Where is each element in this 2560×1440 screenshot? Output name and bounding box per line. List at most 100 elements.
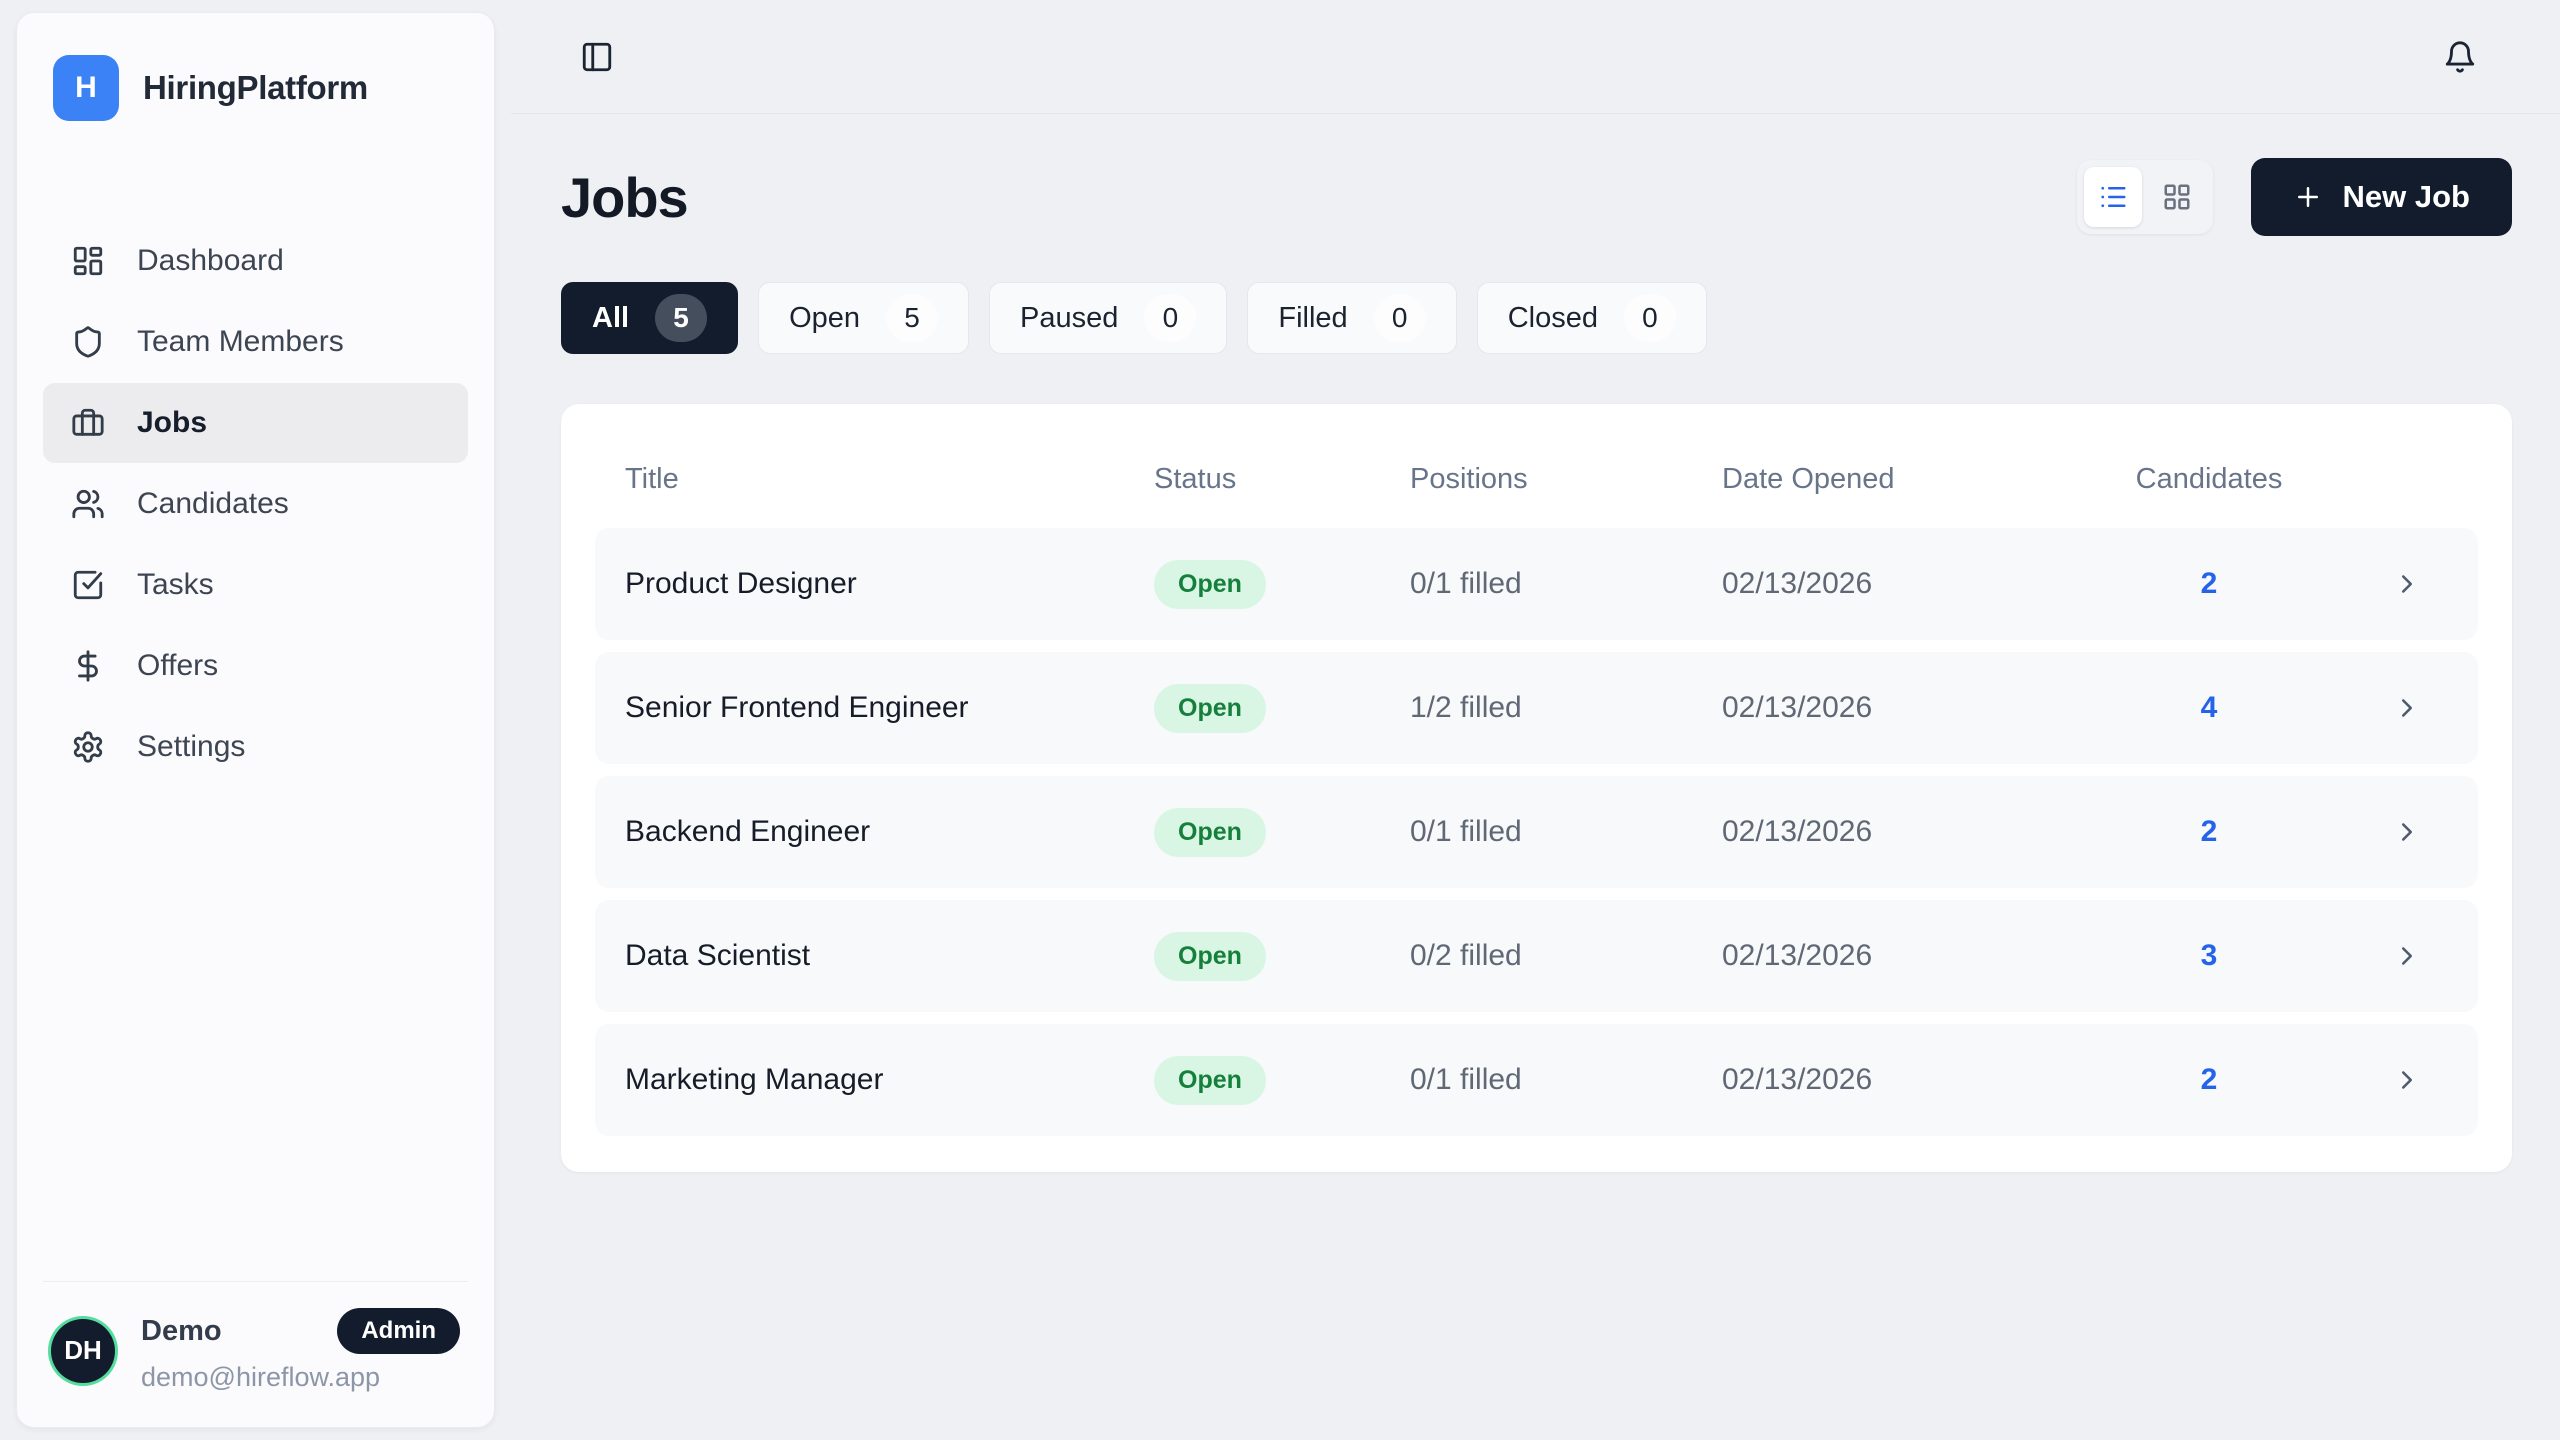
sidebar: H HiringPlatform Dashboard Team Members … xyxy=(16,12,495,1428)
positions-filled: 1/2 filled xyxy=(1410,691,1522,724)
chevron-right-icon xyxy=(2392,569,2422,599)
notifications-button[interactable] xyxy=(2434,31,2486,83)
filter-tab-count: 0 xyxy=(1623,294,1676,342)
filter-tab-label: Closed xyxy=(1507,301,1598,334)
list-view-button[interactable] xyxy=(2083,167,2142,227)
new-job-label: New Job xyxy=(2342,179,2470,214)
head-actions: New Job xyxy=(2076,158,2512,236)
table-row[interactable]: Product Designer Open 0/1 filled 02/13/2… xyxy=(595,528,2478,640)
shield-icon xyxy=(71,325,105,359)
chevron-right-icon xyxy=(2392,693,2422,723)
filter-tab-label: Open xyxy=(789,301,861,334)
gear-icon xyxy=(71,730,105,764)
sidebar-footer: DH Demo Admin demo@hireflow.app xyxy=(43,1281,468,1393)
column-header-title: Title xyxy=(625,462,679,495)
candidates-count-link[interactable]: 2 xyxy=(2200,815,2218,848)
job-title: Backend Engineer xyxy=(625,815,871,848)
new-job-button[interactable]: New Job xyxy=(2250,158,2512,236)
sidebar-toggle-button[interactable] xyxy=(571,31,623,83)
positions-filled: 0/2 filled xyxy=(1410,939,1522,972)
column-header-date-opened: Date Opened xyxy=(1722,462,1895,495)
chevron-right-icon xyxy=(2392,941,2422,971)
chevron-right-icon xyxy=(2392,1065,2422,1095)
sidebar-item-settings[interactable]: Settings xyxy=(43,707,468,787)
date-opened: 02/13/2026 xyxy=(1722,1063,1873,1096)
filter-tab-filled[interactable]: Filled 0 xyxy=(1247,282,1457,354)
filter-tab-open[interactable]: Open 5 xyxy=(758,282,970,354)
positions-filled: 0/1 filled xyxy=(1410,567,1522,600)
job-title: Data Scientist xyxy=(625,939,811,972)
date-opened: 02/13/2026 xyxy=(1722,939,1873,972)
status-badge: Open xyxy=(1154,807,1266,857)
table-header-row: Title Status Positions Date Opened Candi… xyxy=(595,438,2478,520)
briefcase-icon xyxy=(71,406,105,440)
sidebar-item-label: Tasks xyxy=(137,568,214,601)
sidebar-item-team-members[interactable]: Team Members xyxy=(43,302,468,382)
date-opened: 02/13/2026 xyxy=(1722,815,1873,848)
status-badge: Open xyxy=(1154,683,1266,733)
filter-tab-count: 0 xyxy=(1373,294,1426,342)
users-icon xyxy=(71,487,105,521)
candidates-count-link[interactable]: 2 xyxy=(2200,567,2218,600)
column-header-candidates: Candidates xyxy=(2135,462,2283,495)
filter-tab-label: Paused xyxy=(1020,301,1119,334)
topbar xyxy=(511,0,2560,114)
column-header-status: Status xyxy=(1154,462,1237,495)
table-body: Product Designer Open 0/1 filled 02/13/2… xyxy=(595,528,2478,1136)
panel-left-icon xyxy=(580,40,614,74)
sidebar-item-label: Offers xyxy=(137,649,219,682)
filter-tab-all[interactable]: All 5 xyxy=(561,282,739,354)
user-name: Demo xyxy=(141,1314,222,1347)
brand-logo: H xyxy=(53,55,119,121)
page-head: Jobs New Job xyxy=(561,158,2512,236)
chevron-right-icon xyxy=(2392,817,2422,847)
jobs-table-card: Title Status Positions Date Opened Candi… xyxy=(561,404,2512,1172)
content: Jobs New Job All xyxy=(511,114,2560,1440)
sidebar-item-tasks[interactable]: Tasks xyxy=(43,545,468,625)
sidebar-item-label: Dashboard xyxy=(137,244,284,277)
sidebar-item-label: Settings xyxy=(137,730,246,763)
status-badge: Open xyxy=(1154,1055,1266,1105)
candidates-count-link[interactable]: 4 xyxy=(2200,691,2218,724)
table-row[interactable]: Backend Engineer Open 0/1 filled 02/13/2… xyxy=(595,776,2478,888)
grid-view-button[interactable] xyxy=(2148,167,2206,227)
main-area: Jobs New Job All xyxy=(511,0,2560,1440)
avatar[interactable]: DH xyxy=(51,1318,115,1383)
user-info: Demo Admin demo@hireflow.app xyxy=(141,1308,460,1393)
candidates-count-link[interactable]: 2 xyxy=(2200,1063,2218,1096)
filter-tab-label: Filled xyxy=(1278,301,1348,334)
table-row[interactable]: Marketing Manager Open 0/1 filled 02/13/… xyxy=(595,1024,2478,1136)
brand-name: HiringPlatform xyxy=(143,69,368,106)
job-title: Product Designer xyxy=(625,567,857,600)
table-row[interactable]: Data Scientist Open 0/2 filled 02/13/202… xyxy=(595,900,2478,1012)
filter-tab-count: 5 xyxy=(655,294,708,342)
sidebar-item-dashboard[interactable]: Dashboard xyxy=(43,221,468,301)
column-header-positions: Positions xyxy=(1410,462,1528,495)
filter-tab-paused[interactable]: Paused 0 xyxy=(989,282,1228,354)
positions-filled: 0/1 filled xyxy=(1410,1063,1522,1096)
filter-tab-label: All xyxy=(592,301,630,334)
brand: H HiringPlatform xyxy=(43,55,468,121)
list-icon xyxy=(2098,182,2128,212)
sidebar-item-offers[interactable]: Offers xyxy=(43,626,468,706)
sidebar-item-label: Candidates xyxy=(137,487,289,520)
user-email: demo@hireflow.app xyxy=(141,1362,381,1392)
candidates-count-link[interactable]: 3 xyxy=(2200,939,2218,972)
table-row[interactable]: Senior Frontend Engineer Open 1/2 filled… xyxy=(595,652,2478,764)
filter-tab-closed[interactable]: Closed 0 xyxy=(1476,282,1707,354)
date-opened: 02/13/2026 xyxy=(1722,567,1873,600)
sidebar-item-label: Jobs xyxy=(137,406,208,439)
view-toggle xyxy=(2076,160,2213,234)
job-title: Marketing Manager xyxy=(625,1063,884,1096)
bell-icon xyxy=(2443,40,2477,74)
sidebar-item-candidates[interactable]: Candidates xyxy=(43,464,468,544)
status-badge: Open xyxy=(1154,931,1266,981)
tasks-icon xyxy=(71,568,105,602)
filter-tab-count: 5 xyxy=(886,294,939,342)
sidebar-item-label: Team Members xyxy=(137,325,344,358)
date-opened: 02/13/2026 xyxy=(1722,691,1873,724)
sidebar-item-jobs[interactable]: Jobs xyxy=(43,383,468,463)
dashboard-icon xyxy=(71,244,105,278)
job-title: Senior Frontend Engineer xyxy=(625,691,969,724)
plus-icon xyxy=(2293,182,2323,212)
